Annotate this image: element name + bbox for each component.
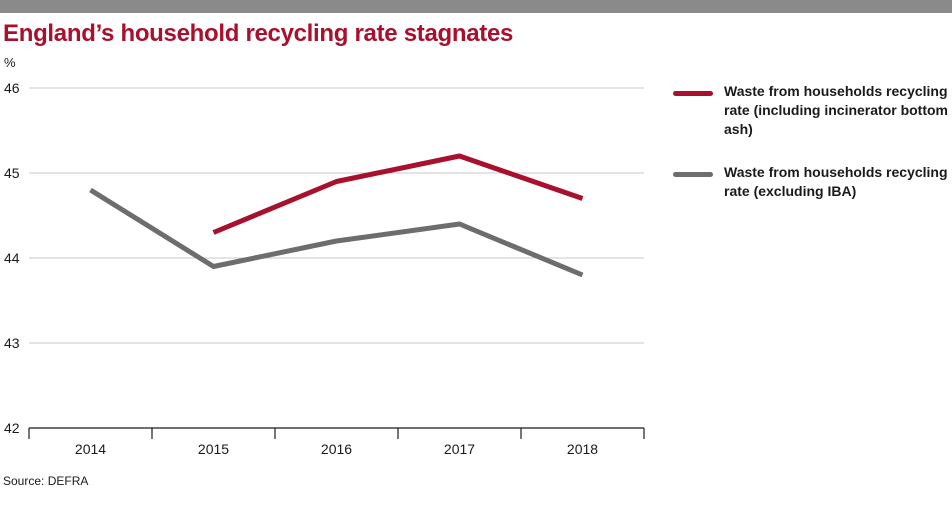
legend-swatch-excluding-iba bbox=[673, 172, 713, 177]
y-tick-label-45: 45 bbox=[4, 165, 20, 181]
gridlines bbox=[29, 87, 644, 344]
x-tick-label-2017: 2017 bbox=[444, 441, 475, 457]
y-tick-label-42: 42 bbox=[4, 420, 20, 436]
y-tick-labels: 42 43 44 45 46 bbox=[4, 80, 20, 436]
x-tick-label-2014: 2014 bbox=[75, 441, 106, 457]
y-tick-label-44: 44 bbox=[4, 250, 20, 266]
header-bar bbox=[0, 0, 952, 13]
x-axis bbox=[28, 427, 645, 439]
y-tick-label-43: 43 bbox=[4, 335, 20, 351]
x-tick-label-2018: 2018 bbox=[567, 441, 598, 457]
legend-swatch-including-iba bbox=[673, 91, 713, 96]
series-line-including-iba bbox=[212, 153, 584, 235]
source-note: Source: DEFRA bbox=[3, 474, 89, 488]
x-tick-labels: 2014 2015 2016 2017 2018 bbox=[75, 441, 598, 457]
legend-label-including-iba: Waste from households recycling rate (in… bbox=[724, 83, 949, 137]
chart-title: England’s household recycling rate stagn… bbox=[3, 20, 514, 47]
series-lines bbox=[89, 153, 584, 278]
y-tick-label-46: 46 bbox=[4, 80, 20, 96]
series-line-excluding-iba bbox=[89, 187, 584, 278]
x-tick-label-2015: 2015 bbox=[198, 441, 229, 457]
legend-label-excluding-iba: Waste from households recycling rate (ex… bbox=[724, 164, 948, 199]
y-axis-unit-label: % bbox=[4, 55, 16, 70]
x-tick-label-2016: 2016 bbox=[321, 441, 352, 457]
